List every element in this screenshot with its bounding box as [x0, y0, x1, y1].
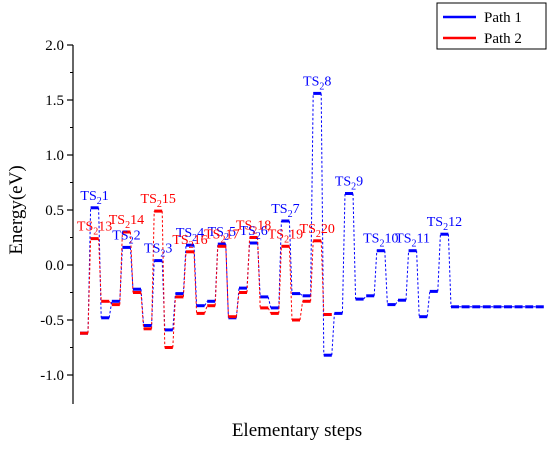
connector-line — [310, 240, 314, 302]
y-tick-label: -0.5 — [40, 313, 64, 329]
connector-line — [373, 250, 378, 296]
connector-line — [310, 93, 314, 296]
connector-line — [235, 292, 240, 317]
legend-label: Path 2 — [484, 31, 522, 47]
y-axis-label: Energy(eV) — [6, 165, 27, 254]
ts-label: TS212 — [427, 215, 462, 233]
ts-label: TS24 — [176, 226, 204, 244]
axes: -1.0 -0.5 0.0 0.5 1.0 1.5 2.0 — [40, 38, 74, 404]
series-path-2 — [80, 209, 332, 349]
legend: Path 1 Path 2 — [436, 2, 547, 50]
connector-line — [161, 211, 166, 348]
connector-line — [140, 292, 145, 329]
ts-label: TS25 — [208, 225, 236, 243]
ts-label: TS26 — [239, 224, 267, 242]
connector-line — [214, 246, 219, 306]
connector-line — [108, 301, 113, 318]
ts-label: TS21 — [80, 189, 108, 207]
connector-line — [426, 291, 431, 317]
connector-line — [108, 300, 113, 305]
legend-label: Path 1 — [484, 10, 522, 26]
connector-line — [225, 246, 229, 317]
connector-line — [352, 193, 357, 300]
ts-label: TS216 — [172, 233, 207, 251]
connector-line — [320, 93, 325, 356]
connector-line — [98, 238, 102, 302]
series-layer — [80, 91, 544, 357]
connector-line — [172, 296, 176, 348]
connector-line — [447, 234, 452, 307]
connector-line — [129, 231, 134, 293]
ts-label: TS22 — [112, 228, 140, 246]
x-axis-label: Elementary steps — [232, 420, 362, 441]
connector-line — [151, 260, 155, 326]
connector-line — [204, 305, 208, 314]
y-tick-label: 0.0 — [45, 258, 64, 274]
ts-label: TS220 — [300, 222, 335, 240]
connector-line — [225, 244, 229, 318]
connector-line — [172, 293, 176, 330]
y-tick-label: 2.0 — [45, 38, 64, 54]
connector-line — [299, 301, 304, 321]
connector-line — [437, 234, 441, 292]
connector-line — [193, 245, 198, 306]
connector-line — [363, 295, 367, 300]
connector-line — [129, 247, 134, 290]
ts-label: TS211 — [395, 232, 430, 250]
connector-line — [394, 299, 399, 305]
ts-label: TS29 — [335, 175, 363, 193]
y-tick-label: 0.5 — [45, 203, 64, 219]
y-tick-label: 1.0 — [45, 148, 64, 164]
ts-label: TS27 — [271, 202, 299, 220]
y-tick-label: -1.0 — [40, 368, 64, 384]
ts-label: TS215 — [141, 192, 176, 210]
ts-label: TS218 — [236, 219, 271, 237]
ts-label: TS219 — [268, 227, 303, 245]
connector-line — [204, 301, 208, 306]
connector-line — [257, 237, 261, 308]
ts-label: TS213 — [77, 220, 112, 238]
ts-label: TS214 — [109, 213, 144, 231]
connector-line — [246, 237, 251, 293]
series-path-1 — [80, 91, 544, 357]
connector-line — [331, 313, 335, 356]
legend-box — [436, 2, 547, 50]
connector-line — [405, 250, 410, 301]
connector-line — [267, 296, 272, 309]
connector-line — [182, 251, 187, 297]
connector-line — [87, 207, 92, 334]
connector-line — [416, 250, 420, 317]
connector-line — [267, 307, 272, 314]
connector-line — [119, 231, 123, 305]
connector-line — [341, 193, 346, 314]
connector-line — [320, 240, 325, 315]
ts-label: TS28 — [303, 74, 331, 92]
ts-label: TS23 — [144, 242, 172, 260]
connector-line — [193, 251, 198, 314]
ts-label: TS210 — [363, 232, 398, 250]
connector-line — [384, 250, 388, 305]
ts-label: TS217 — [204, 227, 239, 245]
connector-line — [299, 293, 303, 297]
connector-line — [151, 211, 155, 329]
connector-line — [87, 238, 92, 334]
connector-line — [288, 246, 293, 321]
y-tick-label: 1.5 — [45, 93, 64, 109]
connector-line — [278, 246, 282, 314]
connector-line — [288, 220, 293, 294]
